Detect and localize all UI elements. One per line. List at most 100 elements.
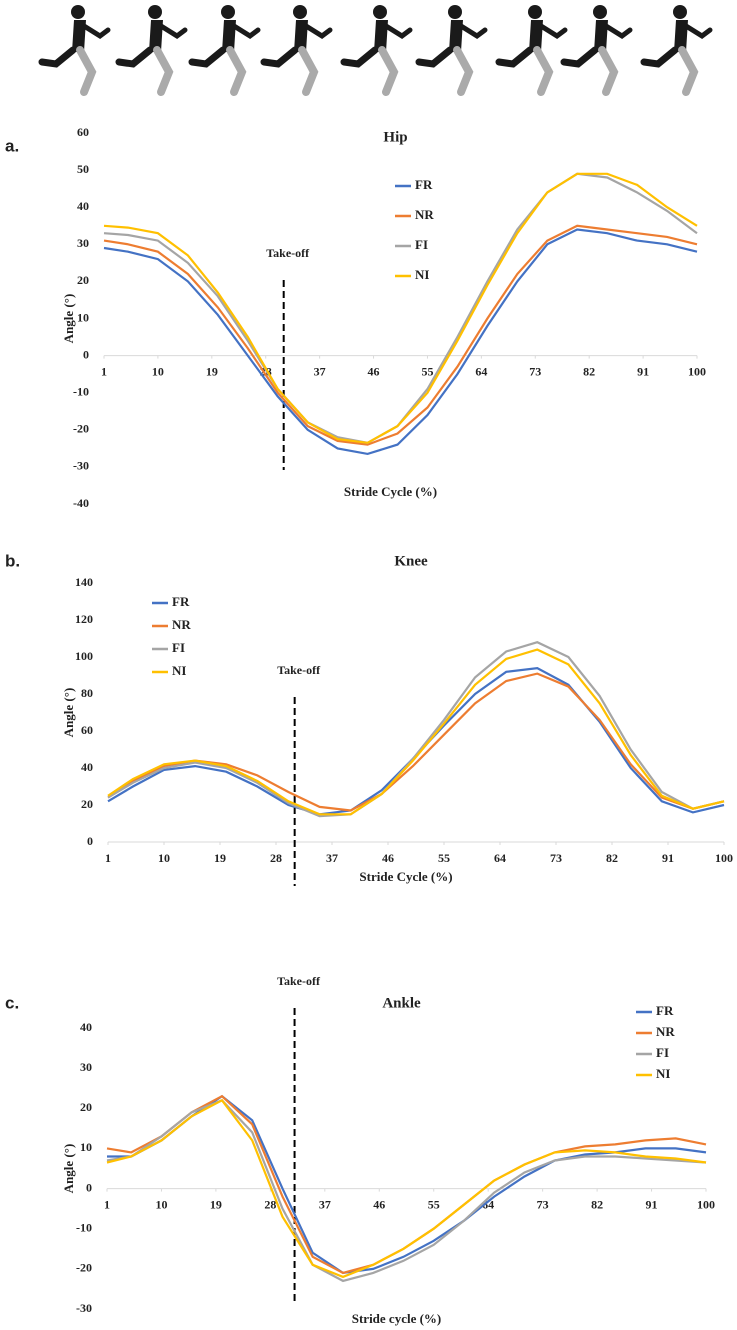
series-line	[106, 1099, 707, 1283]
y-tick-label: 140	[75, 575, 93, 589]
x-tick-label: 55	[438, 851, 450, 865]
x-tick-label: 100	[688, 364, 706, 378]
legend-label: NI	[656, 1066, 670, 1081]
x-tick-label: 10	[158, 851, 170, 865]
panel-label: c.	[5, 993, 19, 1012]
legend-label: FR	[172, 594, 190, 609]
series-line	[106, 1098, 707, 1279]
x-axis-label: Stride Cycle (%)	[344, 484, 437, 499]
x-tick-label: 55	[428, 1197, 440, 1211]
x-tick-label: 55	[421, 364, 433, 378]
y-tick-label: 40	[77, 199, 89, 213]
y-tick-label: 20	[80, 1100, 92, 1114]
series-line	[103, 224, 698, 446]
takeoff-label: Take-off	[277, 974, 321, 988]
runner-sequence	[42, 5, 710, 92]
x-tick-label: 37	[314, 364, 326, 378]
x-tick-label: 100	[715, 851, 733, 865]
legend-label: FI	[172, 640, 185, 655]
x-tick-label: 1	[104, 1197, 110, 1211]
x-tick-label: 82	[583, 364, 595, 378]
y-tick-label: 0	[83, 347, 89, 361]
legend-label: NI	[172, 663, 186, 678]
legend-label: FI	[415, 237, 428, 252]
legend-label: NI	[415, 267, 429, 282]
y-tick-label: -20	[73, 422, 89, 436]
x-tick-label: 73	[550, 851, 562, 865]
y-tick-label: 40	[80, 1020, 92, 1034]
x-tick-label: 64	[494, 851, 506, 865]
y-tick-label: -30	[76, 1301, 92, 1315]
takeoff-label: Take-off	[277, 663, 321, 677]
series-line	[103, 228, 698, 456]
y-tick-label: -20	[76, 1261, 92, 1275]
x-tick-label: 28	[264, 1197, 276, 1211]
y-axis-label: Angle (°)	[61, 294, 76, 344]
y-tick-label: -10	[76, 1220, 92, 1234]
y-tick-label: 10	[80, 1140, 92, 1154]
x-tick-label: 82	[606, 851, 618, 865]
y-tick-label: 0	[87, 834, 93, 848]
series-line	[107, 648, 725, 816]
series-line	[103, 172, 698, 444]
x-tick-label: 73	[529, 364, 541, 378]
legend-label: FI	[656, 1045, 669, 1060]
y-axis-label: Angle (°)	[61, 688, 76, 738]
series-line	[107, 641, 725, 818]
y-tick-label: -30	[73, 459, 89, 473]
y-tick-label: 20	[77, 273, 89, 287]
chart-title: Hip	[383, 129, 407, 145]
series-line	[103, 172, 698, 444]
x-tick-label: 46	[373, 1197, 385, 1211]
y-tick-label: 10	[77, 310, 89, 324]
x-tick-label: 10	[152, 364, 164, 378]
x-tick-label: 91	[662, 851, 674, 865]
x-tick-label: 46	[368, 364, 380, 378]
y-tick-label: 120	[75, 612, 93, 626]
x-tick-label: 64	[475, 364, 487, 378]
y-tick-label: 50	[77, 162, 89, 176]
legend-label: FR	[656, 1003, 674, 1018]
y-tick-label: -40	[73, 496, 89, 510]
x-tick-label: 19	[210, 1197, 222, 1211]
x-tick-label: 100	[697, 1197, 715, 1211]
x-tick-label: 10	[155, 1197, 167, 1211]
y-tick-label: 30	[77, 236, 89, 250]
x-tick-label: 82	[591, 1197, 603, 1211]
y-tick-label: -10	[73, 384, 89, 398]
x-tick-label: 91	[646, 1197, 658, 1211]
y-tick-label: 100	[75, 649, 93, 663]
panel-label: b.	[5, 551, 20, 570]
chart-title: Knee	[394, 553, 428, 569]
series-line	[107, 666, 725, 816]
x-axis-label: Stride Cycle (%)	[359, 869, 452, 884]
x-tick-label: 19	[206, 364, 218, 378]
x-tick-label: 46	[382, 851, 394, 865]
y-tick-label: 60	[77, 125, 89, 139]
x-tick-label: 28	[270, 851, 282, 865]
legend-label: FR	[415, 177, 433, 192]
x-tick-label: 1	[105, 851, 111, 865]
y-tick-label: 80	[81, 686, 93, 700]
x-tick-label: 19	[214, 851, 226, 865]
legend-label: NR	[415, 207, 434, 222]
panel-label: a.	[5, 136, 19, 155]
legend-label: NR	[172, 617, 191, 632]
y-tick-label: 60	[81, 723, 93, 737]
x-tick-label: 73	[537, 1197, 549, 1211]
legend-label: NR	[656, 1024, 675, 1039]
series-line	[107, 672, 725, 812]
chart-title: Ankle	[382, 995, 421, 1011]
takeoff-label: Take-off	[266, 246, 310, 260]
x-tick-label: 1	[101, 364, 107, 378]
y-tick-label: 0	[86, 1180, 92, 1194]
y-tick-label: 20	[81, 797, 93, 811]
y-tick-label: 30	[80, 1060, 92, 1074]
y-axis-label: Angle (°)	[61, 1144, 76, 1194]
x-axis-label: Stride cycle (%)	[352, 1311, 442, 1326]
x-tick-label: 37	[326, 851, 338, 865]
series-line	[107, 1094, 707, 1275]
x-tick-label: 91	[637, 364, 649, 378]
x-tick-label: 37	[319, 1197, 331, 1211]
